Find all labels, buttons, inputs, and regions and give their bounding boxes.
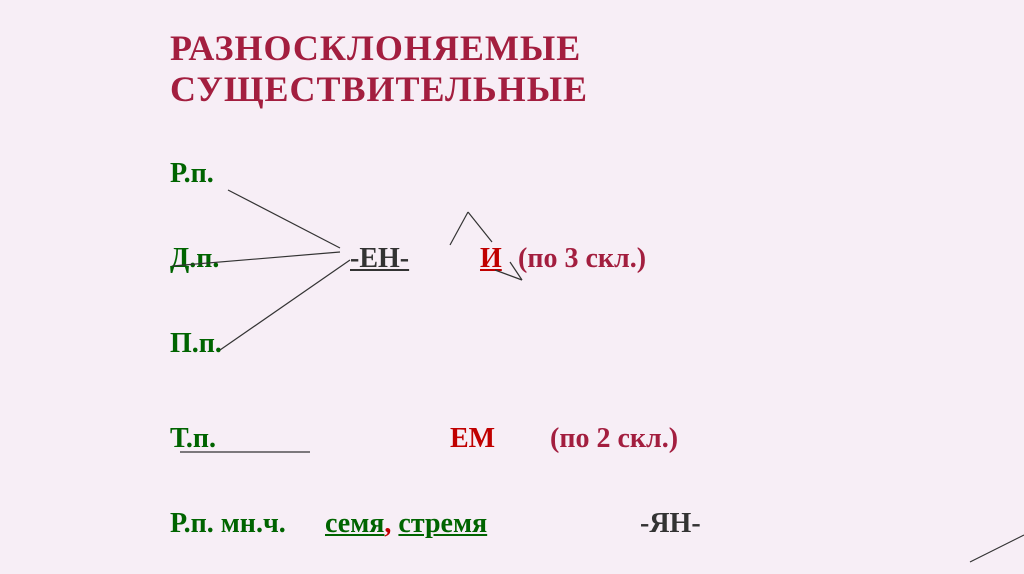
row-rp-plural: Р.п. мн.ч. [170,508,286,540]
title-line-1: РАЗНОСКЛОНЯЕМЫЕ [170,28,1010,69]
case-rp: Р.п. [170,158,214,190]
row-dp: Д.п. [170,243,219,275]
suffix-en: -ЕН- [350,243,409,275]
case-tp: Т.п. [170,423,216,455]
case-pp: П.п. [170,328,222,360]
note-skl2: (по 2 скл.) [550,423,678,455]
words-block: семя, стремя [325,508,487,540]
title-line-2: СУЩЕСТВИТЕЛЬНЫЕ [170,69,1010,110]
case-label-dp: Д.п. [170,243,219,274]
word-stremya: стремя [398,508,487,539]
case-label-tp: Т.п. [170,423,216,454]
suffix-yan: -ЯН- [640,508,701,540]
suffix-em: ЕМ [450,423,495,455]
case-label-rp: Р.п. [170,158,214,189]
word-semya: семя [325,508,384,539]
note-skl3: (по 3 скл.) [518,243,646,275]
comma: , [384,508,391,539]
suffix-i: И [480,243,502,275]
slide-content: РАЗНОСКЛОНЯЕМЫЕ СУЩЕСТВИТЕЛЬНЫЕ Р.п. Д.п… [170,28,1010,111]
case-label-rp-plural: Р.п. мн.ч. [170,508,286,539]
case-label-pp: П.п. [170,328,222,359]
